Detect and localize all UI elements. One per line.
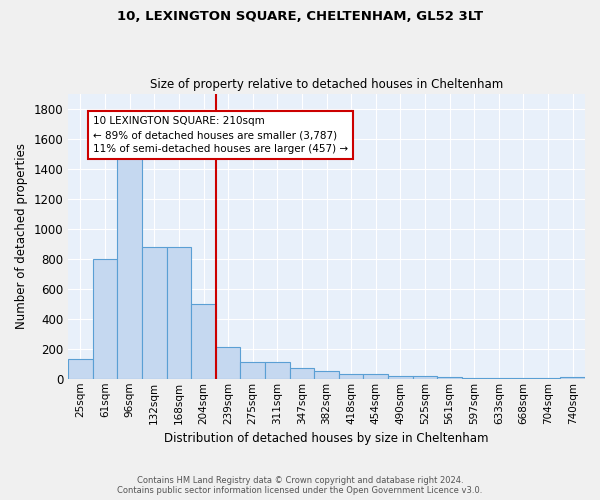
X-axis label: Distribution of detached houses by size in Cheltenham: Distribution of detached houses by size … <box>164 432 489 445</box>
Text: 10, LEXINGTON SQUARE, CHELTENHAM, GL52 3LT: 10, LEXINGTON SQUARE, CHELTENHAM, GL52 3… <box>117 10 483 23</box>
Bar <box>118 154 142 379</box>
Text: 10 LEXINGTON SQUARE: 210sqm
← 89% of detached houses are smaller (3,787)
11% of : 10 LEXINGTON SQUARE: 210sqm ← 89% of det… <box>93 116 348 154</box>
Bar <box>437 378 462 379</box>
Bar <box>511 378 536 379</box>
Bar <box>364 374 388 379</box>
Bar <box>167 246 191 379</box>
Bar <box>487 378 511 379</box>
Bar <box>314 372 339 379</box>
Bar <box>93 258 118 379</box>
Bar <box>68 359 93 379</box>
Bar <box>216 347 241 379</box>
Y-axis label: Number of detached properties: Number of detached properties <box>15 143 28 329</box>
Text: Contains HM Land Registry data © Crown copyright and database right 2024.
Contai: Contains HM Land Registry data © Crown c… <box>118 476 482 495</box>
Bar <box>142 246 167 379</box>
Bar <box>388 376 413 379</box>
Bar <box>290 368 314 379</box>
Bar <box>265 362 290 379</box>
Bar <box>560 376 585 379</box>
Bar <box>191 304 216 379</box>
Bar <box>462 378 487 379</box>
Bar <box>413 376 437 379</box>
Bar <box>241 362 265 379</box>
Title: Size of property relative to detached houses in Cheltenham: Size of property relative to detached ho… <box>150 78 503 91</box>
Bar <box>339 374 364 379</box>
